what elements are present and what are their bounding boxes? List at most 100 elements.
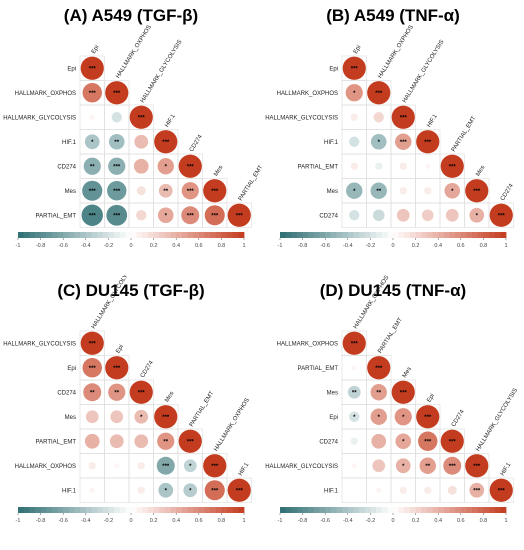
- correlation-circle: [416, 405, 440, 429]
- correlation-circle: [108, 383, 126, 401]
- color-scale-segment: [159, 232, 166, 238]
- color-scale-segment: [330, 507, 337, 513]
- row-label: Mes: [65, 189, 76, 195]
- color-scale-segment: [215, 507, 222, 513]
- color-scale-segment: [193, 507, 200, 513]
- correlation-circle: [154, 130, 178, 154]
- significance-stars: **: [352, 390, 357, 396]
- correlation-circle: [370, 133, 387, 150]
- color-scale-segment: [204, 232, 211, 238]
- scale-tick-label: -0.2: [104, 243, 113, 249]
- color-scale-segment: [432, 232, 439, 238]
- correlation-circle: [129, 105, 153, 129]
- color-scale-segment: [97, 507, 104, 513]
- significance-stars: ***: [113, 189, 121, 195]
- color-scale-segment: [204, 507, 211, 513]
- significance-stars: *: [91, 140, 94, 146]
- color-scale-segment: [438, 232, 445, 238]
- color-scale-segment: [472, 507, 479, 513]
- color-scale-segment: [57, 232, 64, 238]
- color-scale-segment: [308, 232, 315, 238]
- significance-stars: *: [476, 213, 479, 219]
- color-scale-segment: [426, 232, 433, 238]
- correlation-heatmap: EpiHALLMARK_OXPHOSHALLMARK_GLYCOLYSISHIF…: [265, 24, 515, 249]
- correlation-circle: [106, 204, 128, 226]
- color-scale-segment: [409, 232, 416, 238]
- row-label: CD274: [319, 213, 338, 219]
- color-scale-segment: [85, 232, 92, 238]
- color-scale-segment: [40, 507, 47, 513]
- correlation-circle: [421, 209, 434, 222]
- significance-stars: *: [451, 189, 454, 195]
- correlation-circle: [352, 488, 356, 492]
- correlation-circle: [394, 408, 412, 426]
- correlation-circle: [111, 112, 122, 123]
- column-label: Mes: [164, 391, 175, 404]
- row-label: CD274: [57, 164, 76, 170]
- significance-stars: ***: [351, 66, 359, 72]
- correlation-circle: [178, 429, 202, 453]
- column-label: HALLMARK_OXPHOS: [213, 397, 251, 452]
- scale-tick-label: -0.4: [343, 243, 352, 249]
- color-scale-segment: [97, 232, 104, 238]
- significance-stars: ***: [89, 66, 97, 72]
- color-scale-segment: [164, 507, 171, 513]
- row-label: Epi: [67, 366, 76, 372]
- correlation-circle: [107, 181, 127, 201]
- scale-tick-label: 0.8: [480, 518, 488, 524]
- correlation-circle: [350, 162, 358, 170]
- color-scale-segment: [232, 232, 239, 238]
- correlation-circle: [157, 432, 175, 450]
- color-scale-segment: [347, 232, 354, 238]
- significance-stars: *: [353, 189, 356, 195]
- correlation-circle: [419, 457, 436, 474]
- color-scale-segment: [313, 507, 320, 513]
- color-scale-segment: [102, 507, 109, 513]
- correlation-circle: [129, 380, 153, 404]
- color-scale-segment: [221, 507, 228, 513]
- color-scale-segment: [483, 232, 490, 238]
- correlation-circle: [157, 158, 174, 175]
- significance-stars: ***: [400, 115, 408, 121]
- color-scale-segment: [74, 507, 81, 513]
- scale-tick-label: -0.6: [320, 518, 329, 524]
- color-scale-segment: [227, 507, 234, 513]
- correlation-circle: [396, 208, 410, 222]
- column-label: HALLMARK_OXPHOS: [353, 275, 391, 330]
- correlation-circle: [181, 182, 199, 200]
- scale-tick-label: 0: [129, 243, 132, 249]
- significance-stars: **: [376, 390, 381, 396]
- correlation-circle: [105, 356, 129, 380]
- color-scale-segment: [280, 232, 287, 238]
- color-scale-segment: [494, 232, 501, 238]
- color-scale-segment: [291, 507, 298, 513]
- color-scale-segment: [114, 507, 121, 513]
- color-scale-segment: [170, 232, 177, 238]
- correlation-circle: [82, 358, 102, 378]
- grid-cell: [226, 202, 252, 228]
- scale-tick-label: -0.8: [298, 243, 307, 249]
- scale-tick-label: -1: [16, 243, 21, 249]
- correlation-circle: [391, 105, 415, 129]
- color-scale-segment: [460, 507, 467, 513]
- scale-tick-label: 1: [504, 243, 507, 249]
- significance-stars: ***: [89, 341, 97, 347]
- significance-stars: ***: [424, 140, 432, 146]
- correlation-circle: [110, 410, 124, 424]
- significance-stars: *: [402, 439, 405, 445]
- row-label: HALLMARK_GLYCOLYSIS: [3, 115, 76, 121]
- column-label: Epi: [426, 393, 436, 404]
- color-scale-segment: [80, 232, 87, 238]
- correlation-circle: [371, 433, 387, 449]
- color-scale-segment: [227, 232, 234, 238]
- correlation-circle: [342, 56, 366, 80]
- color-scale-segment: [280, 507, 287, 513]
- panel-a549-tnfa: (B) A549 (TNF-α) Epi HALLMARK_OXPHOS HALLM…: [262, 0, 524, 275]
- color-scale-segment: [325, 507, 332, 513]
- scale-tick-label: 0.2: [150, 518, 158, 524]
- scale-tick-label: -0.6: [320, 243, 329, 249]
- significance-stars: ***: [187, 213, 195, 219]
- correlation-circle: [373, 112, 384, 123]
- correlation-circle: [85, 410, 99, 424]
- correlation-circle: [391, 380, 415, 404]
